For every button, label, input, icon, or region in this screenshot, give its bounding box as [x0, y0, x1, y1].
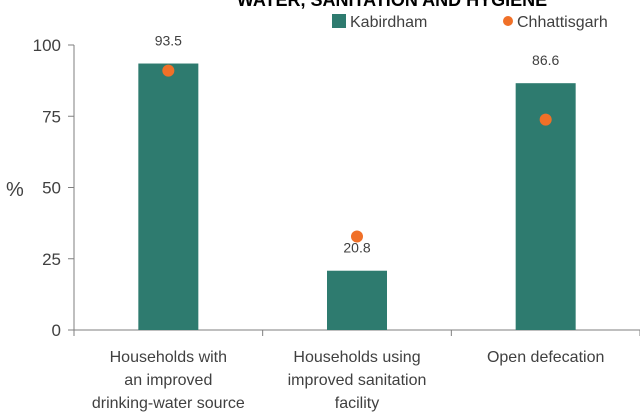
bar-kabirdham — [327, 270, 387, 330]
marker-chhattisgarh — [539, 113, 552, 126]
y-tick-label: 25 — [42, 250, 61, 269]
y-tick-label: 100 — [33, 36, 61, 55]
y-axis-label: % — [6, 179, 24, 201]
data-label: 86.6 — [532, 52, 559, 68]
data-label: 20.8 — [343, 240, 370, 256]
marker-chhattisgarh — [351, 230, 363, 243]
category-label: an improved — [124, 372, 212, 389]
category-label: Open defecation — [487, 349, 604, 366]
legend-label-chhattisgarh: Chhattisgarh — [517, 14, 608, 31]
bar-kabirdham — [138, 63, 199, 331]
y-tick-label: 0 — [52, 321, 61, 340]
category-label: improved sanitation — [288, 372, 427, 389]
data-label: 93.5 — [155, 33, 182, 49]
marker-chhattisgarh — [162, 64, 175, 77]
legend-marker-chhattisgarh — [503, 16, 513, 26]
category-label: facility — [335, 395, 379, 412]
legend-swatch-kabirdham — [332, 14, 346, 28]
plot-area: 0 25 50 75 100 93.5 Households with an improved… — [33, 33, 640, 412]
y-tick-label: 50 — [42, 179, 61, 198]
y-tick-label: 75 — [42, 107, 61, 126]
legend-label-kabirdham: Kabirdham — [350, 14, 427, 31]
category-label: Households using — [293, 349, 420, 366]
category-label: Households with — [110, 349, 227, 366]
legend: Kabirdham Chhattisgarh — [332, 14, 608, 31]
category-label: drinking-water source — [92, 395, 245, 412]
chart-title: WATER, SANITATION AND HYGIENE — [237, 0, 547, 10]
